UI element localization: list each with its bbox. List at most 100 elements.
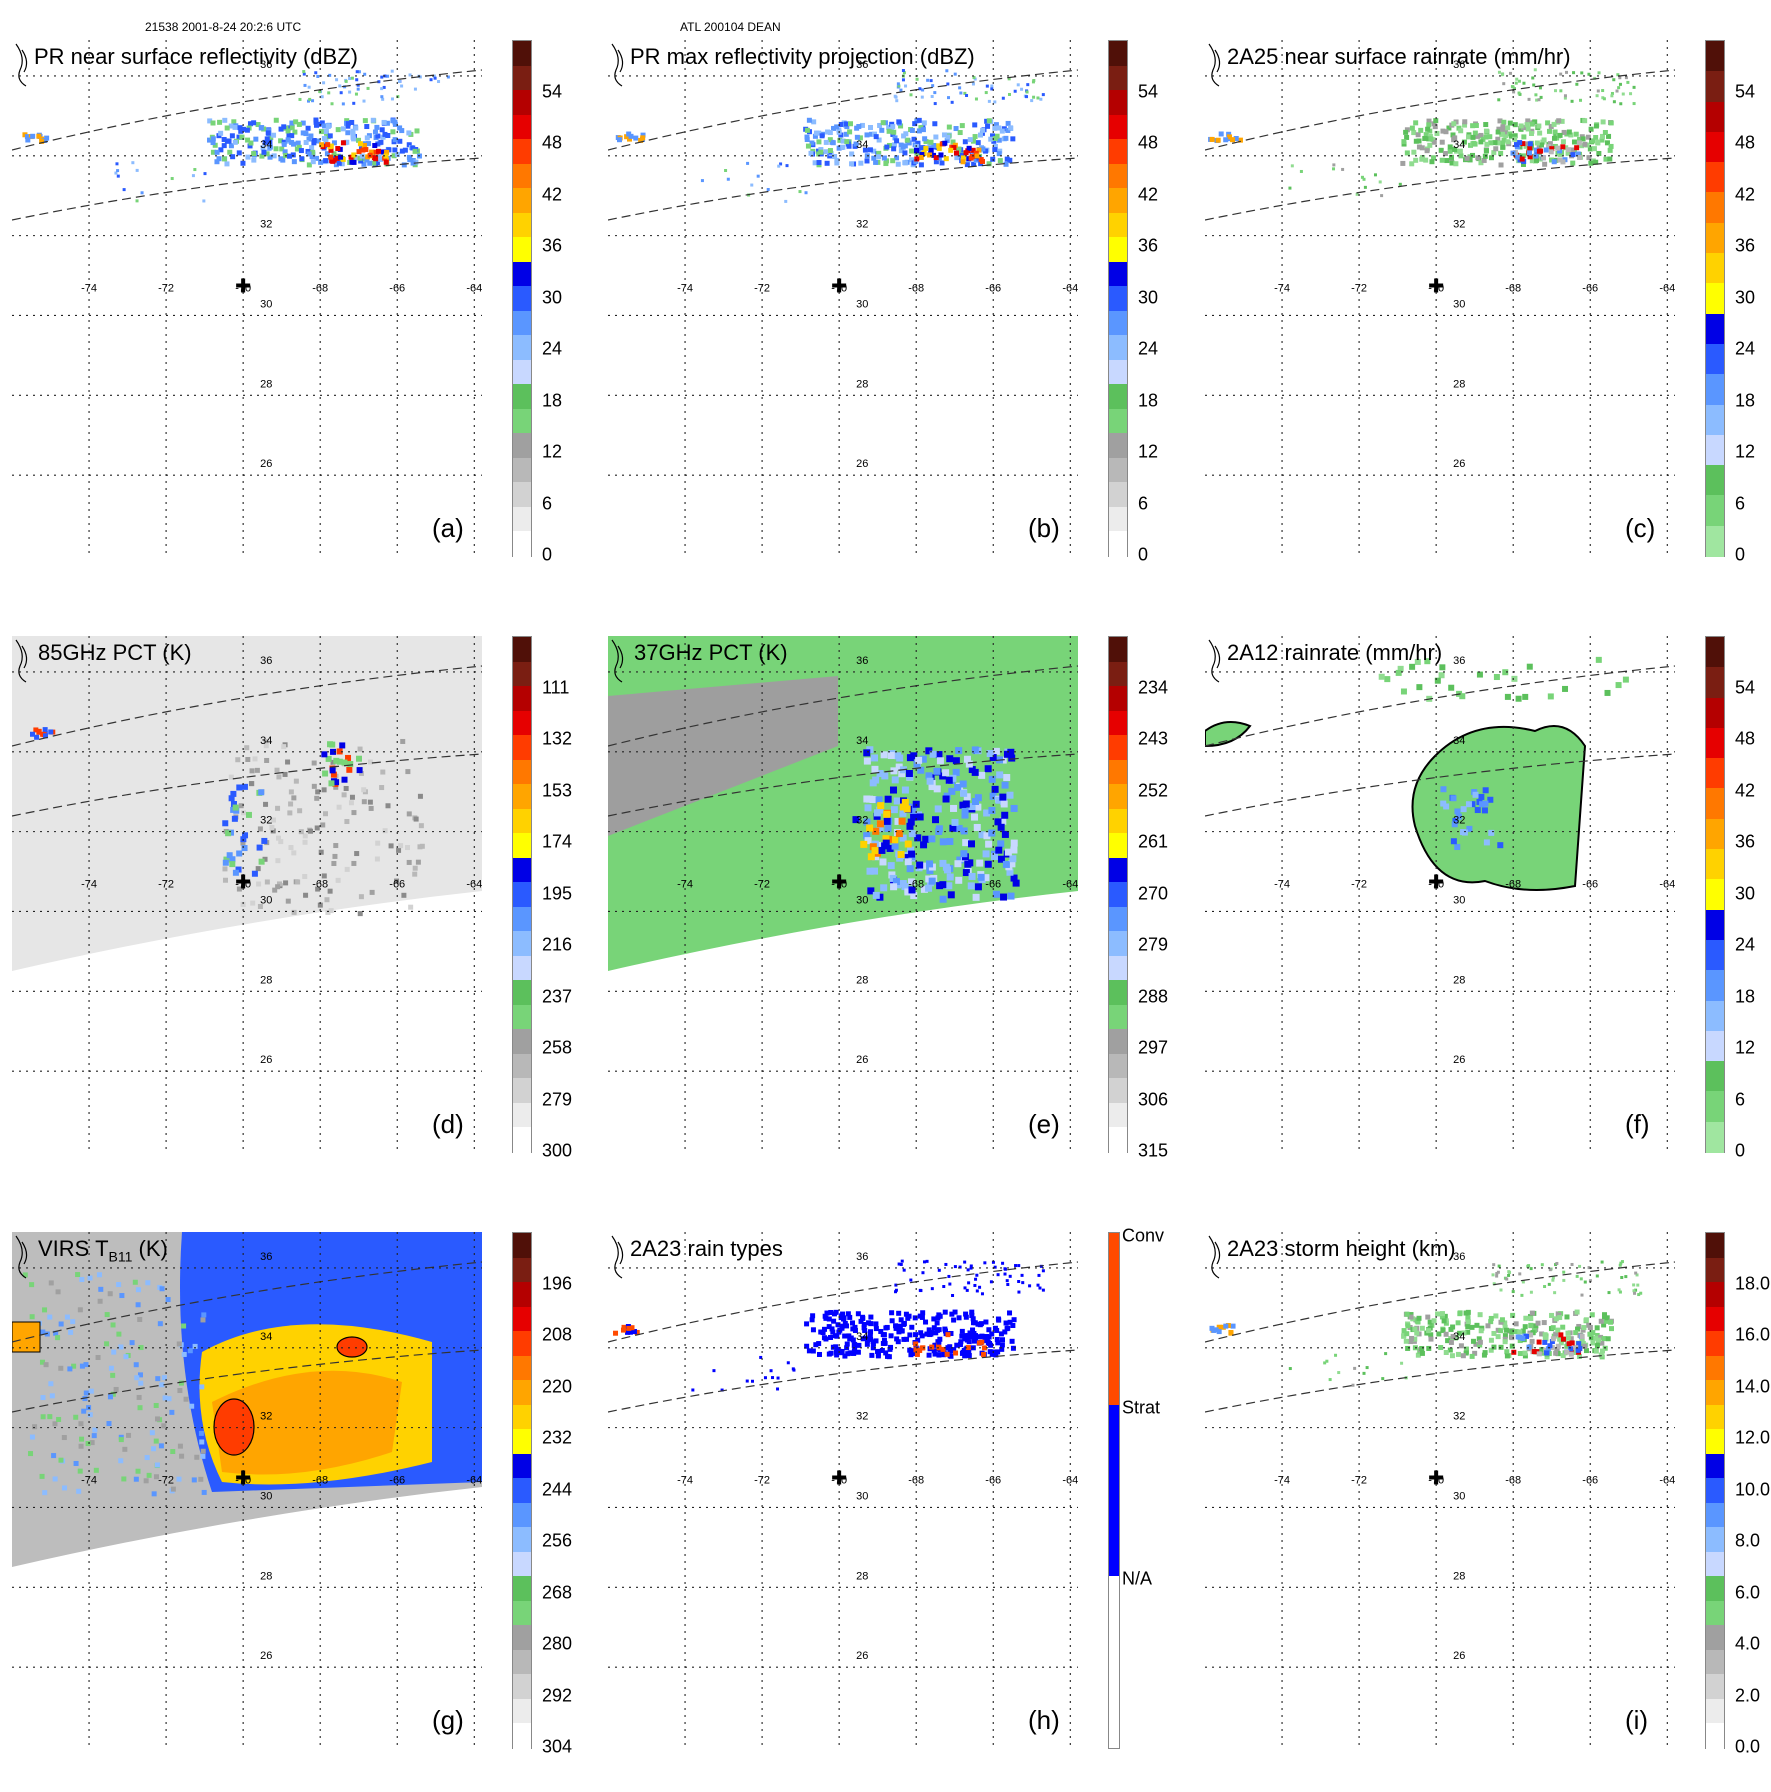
lon-tick-label: -64 bbox=[1659, 283, 1675, 295]
colorbar-tick-label: 6.0 bbox=[1735, 1582, 1761, 1602]
colorbar-tick-label: 297 bbox=[1138, 1037, 1169, 1058]
colorbar-tick-label: 54 bbox=[542, 81, 563, 101]
colorbar-tick-label: 288 bbox=[1138, 986, 1169, 1006]
lon-tick-label: -66 bbox=[389, 879, 405, 891]
panel-title: 37GHz PCT (K) bbox=[634, 640, 788, 666]
panel-letter-label: (a) bbox=[432, 513, 464, 543]
isolated-echo bbox=[700, 161, 808, 203]
panel-title: 85GHz PCT (K) bbox=[38, 640, 192, 666]
pr-swath-edges bbox=[12, 1261, 482, 1413]
pr-swath-edges bbox=[608, 1261, 1078, 1413]
rain-type-label: Strat bbox=[1122, 1397, 1161, 1418]
colorbar-tick-label: 234 bbox=[1138, 677, 1169, 697]
lat-tick-label: 36 bbox=[856, 655, 868, 667]
lat-tick-label: 34 bbox=[260, 1331, 272, 1343]
echo-west-edge bbox=[613, 1324, 640, 1336]
colorbar-tick-label: 6 bbox=[1138, 493, 1149, 513]
lat-tick-label: 30 bbox=[260, 1490, 272, 1502]
colorbar-tick-label: 54 bbox=[1138, 81, 1159, 101]
lat-tick-label: 28 bbox=[1453, 378, 1465, 390]
panel-title-text: 85GHz PCT (K) bbox=[38, 640, 192, 665]
heavier-rain bbox=[1440, 786, 1504, 851]
lat-tick-label: 28 bbox=[856, 378, 868, 390]
isolated-echo bbox=[1288, 1352, 1408, 1387]
lon-tick-label: -64 bbox=[1659, 879, 1675, 891]
lon-tick-label: -72 bbox=[1351, 283, 1367, 295]
precipitation-echo bbox=[1401, 1309, 1614, 1360]
lat-tick-label: 36 bbox=[1453, 655, 1465, 667]
lon-tick-label: -66 bbox=[985, 879, 1001, 891]
lon-tick-label: -66 bbox=[389, 283, 405, 295]
lat-tick-label: 36 bbox=[1453, 59, 1465, 71]
coastline bbox=[611, 43, 624, 87]
lat-tick-label: 30 bbox=[856, 894, 868, 906]
lon-tick-label: -74 bbox=[81, 283, 97, 295]
lat-tick-label: 26 bbox=[1453, 458, 1465, 470]
colorbar-tick-label: 243 bbox=[1138, 728, 1169, 749]
lat-tick-label: 34 bbox=[260, 735, 272, 747]
colorbar-tick-label: 48 bbox=[1735, 728, 1756, 749]
colorbar-d bbox=[512, 636, 532, 1153]
panel-title-text: 2A25 near surface rainrate (mm/hr) bbox=[1227, 44, 1571, 69]
colorbar-tick-label: 48 bbox=[1735, 132, 1756, 153]
lon-tick-label: -74 bbox=[1274, 879, 1290, 891]
lon-tick-label: -66 bbox=[1582, 1475, 1598, 1487]
lat-tick-label: 36 bbox=[1453, 1251, 1465, 1263]
lon-tick-label: -64 bbox=[466, 1475, 482, 1487]
lat-tick-label: 30 bbox=[260, 298, 272, 310]
lon-tick-label: -66 bbox=[985, 283, 1001, 295]
panel-title: PR near surface reflectivity (dBZ) bbox=[34, 44, 358, 70]
convective-cell bbox=[222, 783, 268, 877]
precipitation-echo bbox=[804, 1309, 1017, 1360]
pr-swath-edges bbox=[608, 665, 1078, 817]
colorbar-tick-label: 2.0 bbox=[1735, 1685, 1761, 1705]
coastline bbox=[15, 43, 28, 87]
lat-tick-label: 32 bbox=[260, 815, 272, 827]
panel-title-text: PR max reflectivity projection (dBZ) bbox=[630, 44, 975, 69]
storm-core bbox=[852, 797, 915, 861]
lat-tick-label: 36 bbox=[856, 1251, 868, 1263]
cloud-top-orange bbox=[12, 1321, 41, 1353]
scattered-echo bbox=[1491, 1260, 1643, 1297]
lat-tick-label: 34 bbox=[856, 735, 868, 747]
scattered-echo bbox=[1497, 68, 1636, 106]
panel-letter-label: (h) bbox=[1028, 1705, 1060, 1735]
lat-tick-label: 26 bbox=[856, 1054, 868, 1066]
lat-tick-label: 28 bbox=[856, 974, 868, 986]
lat-tick-label: 34 bbox=[1453, 139, 1465, 151]
storm-center-marker-icon bbox=[832, 1470, 847, 1485]
lon-tick-label: -66 bbox=[985, 1475, 1001, 1487]
lat-tick-label: 28 bbox=[1453, 1570, 1465, 1582]
lat-tick-label: 26 bbox=[260, 458, 272, 470]
lon-tick-label: -74 bbox=[1274, 1475, 1290, 1487]
panel-title-text: 2A23 storm height (km) bbox=[1227, 1236, 1456, 1261]
echo-west-edge bbox=[1209, 1323, 1236, 1336]
convective-cell bbox=[321, 741, 363, 787]
colorbar-tick-label: 18.0 bbox=[1735, 1273, 1771, 1293]
coastline bbox=[1208, 639, 1221, 683]
colorbar-tick-label: 12.0 bbox=[1735, 1427, 1771, 1448]
lat-tick-label: 28 bbox=[260, 378, 272, 390]
colorbar-tick-label: 111 bbox=[542, 677, 570, 697]
lon-tick-label: -72 bbox=[1351, 1475, 1367, 1487]
colorbar-tick-label: 292 bbox=[542, 1685, 573, 1705]
colorbar-tick-label: 252 bbox=[1138, 780, 1169, 800]
panel-letter-label: (d) bbox=[432, 1109, 464, 1139]
isolated-echo bbox=[1288, 163, 1402, 198]
panel-title-text: 2A12 rainrate (mm/hr) bbox=[1227, 640, 1443, 665]
colorbar-tick-label: 279 bbox=[542, 1089, 573, 1109]
panel-title-subscript: B11 bbox=[108, 1248, 133, 1265]
colorbar-tick-label: 315 bbox=[1138, 1140, 1169, 1161]
colorbar-tick-label: 14.0 bbox=[1735, 1376, 1771, 1396]
colorbar-tick-label: 6 bbox=[542, 493, 553, 513]
colorbar-tick-label: 195 bbox=[542, 883, 573, 903]
lon-tick-label: -68 bbox=[908, 1475, 924, 1487]
lon-tick-label: -74 bbox=[1274, 283, 1290, 295]
lon-tick-label: -68 bbox=[312, 1475, 328, 1487]
lon-tick-label: -68 bbox=[312, 283, 328, 295]
coastline bbox=[15, 1235, 28, 1279]
